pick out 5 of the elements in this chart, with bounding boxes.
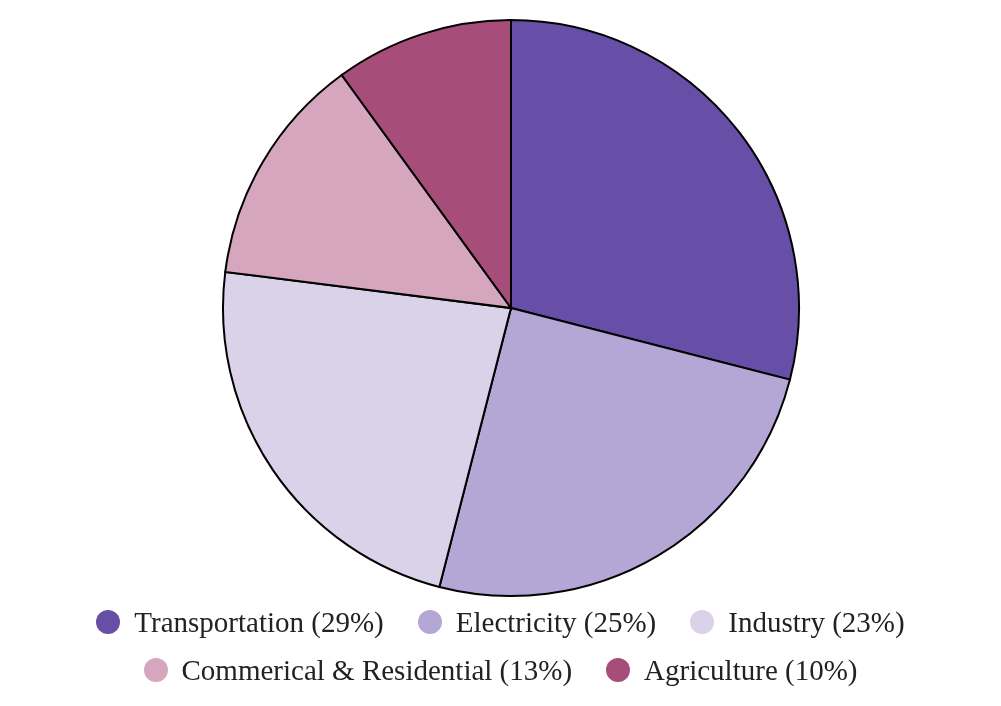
legend-label: Commerical & Residential (13%)	[181, 653, 573, 688]
legend-label: Industry (23%)	[728, 605, 905, 640]
legend-label: Agriculture (10%)	[644, 653, 858, 688]
legend-label: Electricity (25%)	[455, 605, 657, 640]
legend-label: Transportation (29%)	[134, 605, 384, 640]
